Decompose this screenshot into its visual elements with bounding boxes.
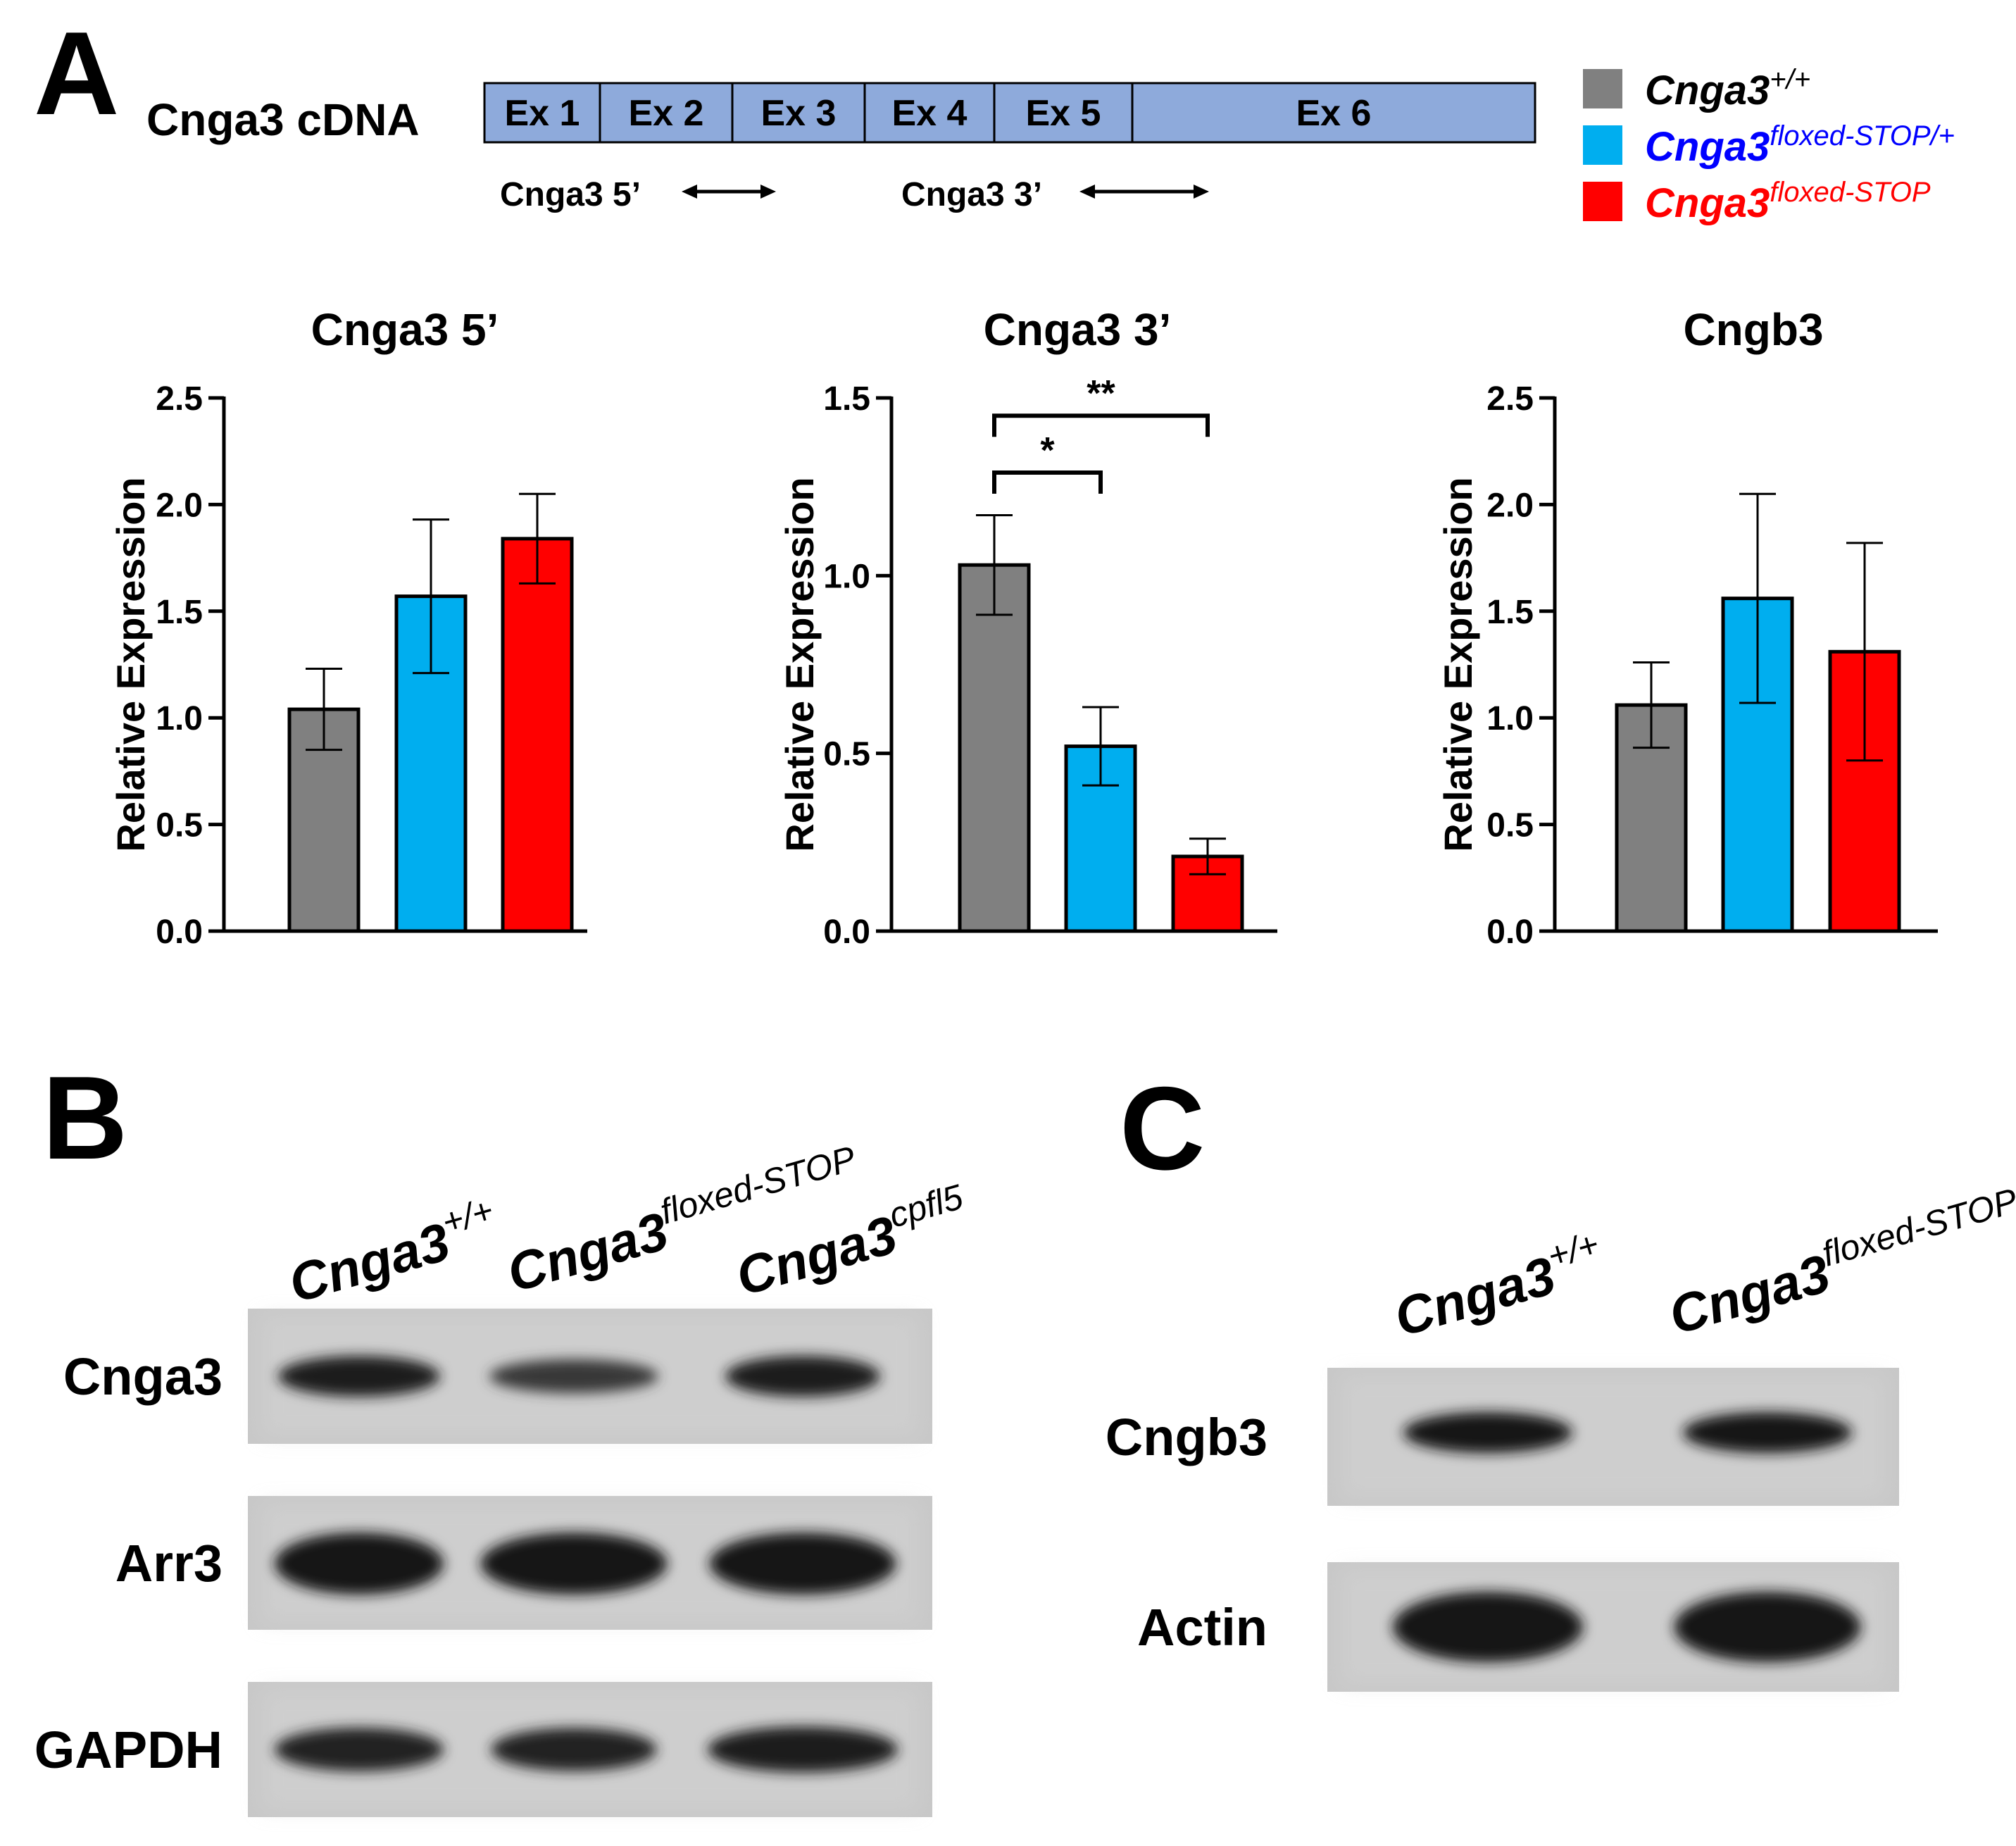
chart-title: Cnga3 5’: [311, 304, 499, 355]
primer-3-prime: Cnga3 3’: [901, 176, 1209, 213]
western-blot-c: Cnga3+/+ Cnga3floxed-STOP Cngb3 Actin: [1106, 1180, 2016, 1692]
y-tick-label: 0.5: [1486, 807, 1534, 844]
exon-box: [483, 82, 601, 144]
blot-band: [278, 1356, 440, 1397]
y-tick-label: 1.0: [156, 700, 203, 737]
blot-band: [709, 1533, 896, 1595]
exon-label: Ex 5: [1026, 93, 1101, 134]
lane-label: Cnga3floxed-STOP: [1660, 1180, 2016, 1346]
bar-charts: Cnga3 5’ 0.0 0.5 1.0 1.5 2.0 2.5 Relative Expre…: [108, 304, 1938, 951]
blot-band: [275, 1533, 444, 1595]
panel-label-c: C: [1120, 1062, 1205, 1195]
chart: Cnga3 5’ 0.0 0.5 1.0 1.5 2.0 2.5 Relative Expre…: [108, 304, 587, 951]
panel-label-b: B: [42, 1052, 127, 1184]
significance-label: *: [1040, 430, 1055, 471]
bar: [958, 563, 1031, 933]
chart: Cnga3 3’ 0.0 0.5 1.0 1.5 Relative Expression *…: [777, 304, 1277, 951]
y-tick-label: 1.5: [823, 380, 870, 418]
blot-band: [1403, 1412, 1572, 1453]
blot-band: [275, 1728, 444, 1771]
blot-band: [489, 1359, 658, 1394]
y-tick-label: 0.0: [156, 913, 203, 951]
y-tick-label: 1.5: [156, 594, 203, 631]
y-tick-label: 1.0: [1486, 700, 1534, 737]
legend: Cnga3+/+ Cnga3floxed-STOP/+ Cnga3floxed-ST…: [1583, 64, 1955, 226]
legend-swatch: [1583, 69, 1622, 108]
blot-strip: GAPDH: [35, 1682, 932, 1817]
exon-box: [599, 82, 734, 144]
y-tick-label: 0.0: [823, 913, 870, 951]
significance-label: **: [1087, 373, 1115, 414]
y-axis-label: Relative Expression: [1436, 477, 1480, 852]
primer-3-label: Cnga3 3’: [901, 176, 1042, 213]
blot-strip: Arr3: [115, 1496, 932, 1630]
western-blot-b: Cnga3+/+ Cnga3floxed-STOPCnga3cpfl5Cnga3A…: [35, 1138, 968, 1817]
blot-band: [1683, 1412, 1852, 1453]
blot-band: [491, 1728, 657, 1771]
exon-label: Ex 1: [505, 93, 580, 134]
y-axis-label: Relative Expression: [108, 477, 153, 852]
exon-box: [993, 82, 1134, 144]
y-axis-label: Relative Expression: [777, 477, 822, 852]
blot-strip: Cngb3: [1106, 1368, 1899, 1506]
primer-3-arrow: [1079, 185, 1209, 199]
exon-label: Ex 4: [892, 93, 968, 134]
legend-entry: Cnga3floxed-STOP: [1645, 177, 1931, 226]
blot-row-label: Cnga3: [63, 1347, 223, 1406]
exon-label: Ex 6: [1296, 93, 1372, 134]
bar: [501, 537, 574, 933]
primer-5-prime: Cnga3 5’: [500, 176, 776, 213]
chart-title: Cnga3 3’: [984, 304, 1172, 355]
cdna-label: Cnga3 cDNA: [146, 94, 420, 145]
primer-5-label: Cnga3 5’: [500, 176, 641, 213]
legend-entry: Cnga3+/+: [1645, 64, 1810, 113]
blot-strip: Cnga3: [63, 1309, 932, 1444]
exon-label: Ex 2: [629, 93, 704, 134]
exon-box: [731, 82, 866, 144]
blot-row-label: GAPDH: [35, 1721, 223, 1779]
exon-box: [1131, 82, 1536, 144]
blot-row-label: Cngb3: [1106, 1408, 1267, 1466]
blot-band: [725, 1356, 880, 1397]
lane-label: Cnga3+/+: [280, 1190, 505, 1314]
y-tick-label: 1.0: [823, 558, 870, 595]
blot-row-label: Arr3: [115, 1534, 223, 1592]
exon-label: Ex 3: [761, 93, 837, 134]
blot-band: [1674, 1592, 1861, 1662]
exon-map: Ex 1 Ex 2 Ex 3 Ex 4 Ex 5 Ex 6: [483, 82, 1536, 144]
y-tick-label: 0.0: [1486, 913, 1534, 951]
lane-label: Cnga3+/+: [1386, 1224, 1610, 1348]
blot-strip: Actin: [1137, 1562, 1899, 1692]
blot-band: [480, 1533, 668, 1595]
y-tick-label: 0.5: [156, 807, 203, 844]
panel-label-a: A: [34, 7, 119, 139]
legend-swatch: [1583, 125, 1622, 165]
bar: [1721, 597, 1794, 933]
y-tick-label: 2.0: [1486, 487, 1534, 524]
legend-entry: Cnga3floxed-STOP/+: [1645, 120, 1955, 170]
primer-5-arrow: [682, 185, 776, 199]
blot-band: [708, 1726, 898, 1773]
blot-band: [1393, 1592, 1583, 1662]
y-tick-label: 1.5: [1486, 594, 1534, 631]
y-tick-label: 2.5: [1486, 380, 1534, 418]
y-tick-label: 2.5: [156, 380, 203, 418]
y-tick-label: 0.5: [823, 736, 870, 773]
chart: Cngb3 0.0 0.5 1.0 1.5 2.0 2.5 Relative Expressi…: [1436, 304, 1938, 951]
y-tick-label: 2.0: [156, 487, 203, 524]
significance-bracket: [992, 413, 1210, 437]
legend-swatch: [1583, 182, 1622, 221]
blot-row-label: Actin: [1137, 1598, 1267, 1657]
chart-title: Cngb3: [1683, 304, 1823, 355]
significance-bracket: [992, 470, 1103, 494]
